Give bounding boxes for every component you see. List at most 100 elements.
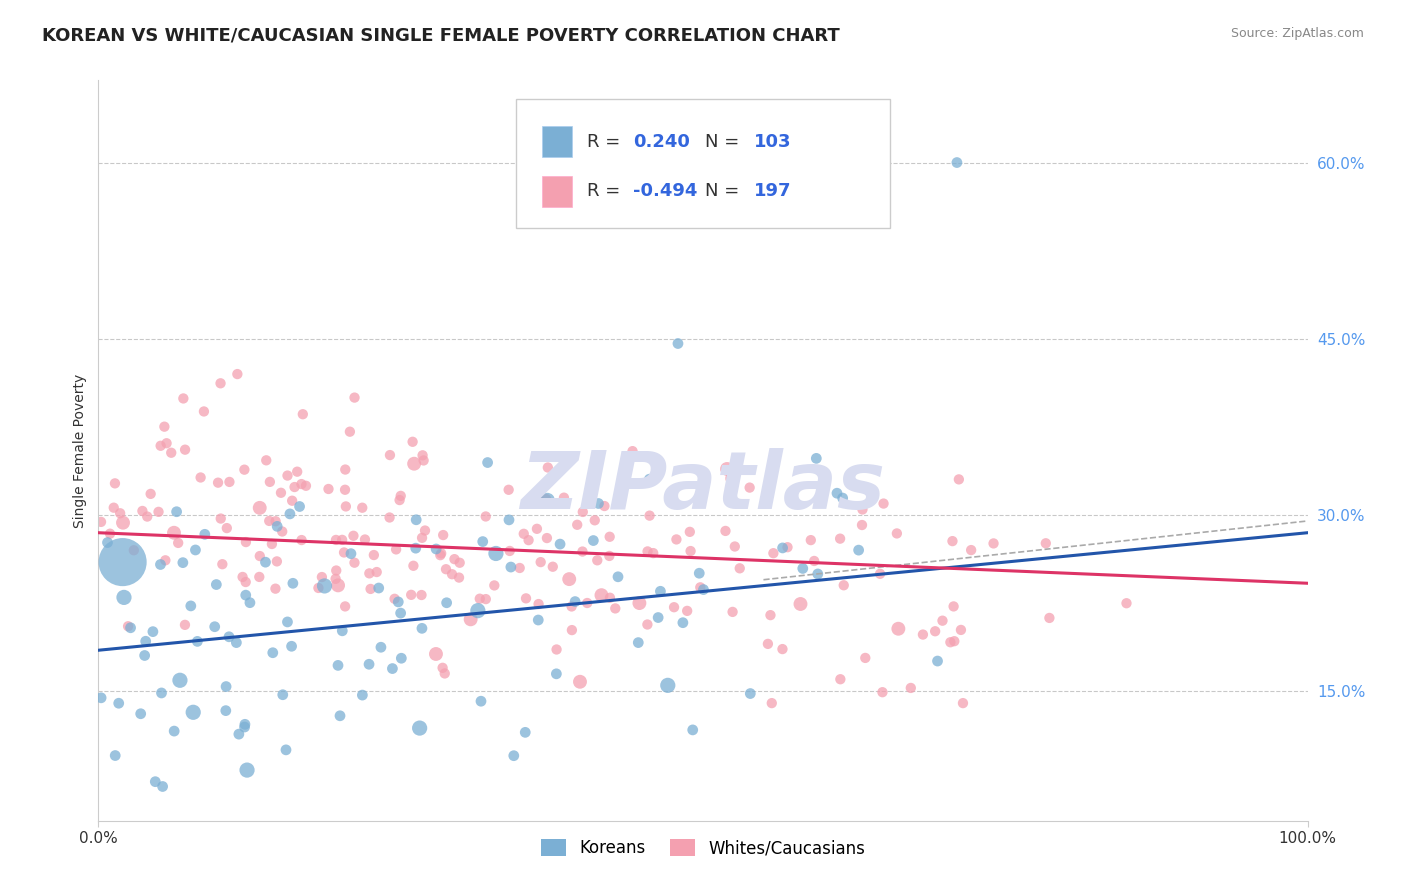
- Point: [360, 582, 382, 596]
- Point: [367, 581, 389, 595]
- Point: [266, 554, 288, 568]
- Text: N =: N =: [706, 133, 745, 151]
- Point: [759, 608, 782, 623]
- Point: [716, 462, 738, 476]
- Point: [499, 544, 522, 558]
- FancyBboxPatch shape: [543, 126, 572, 157]
- Point: [436, 596, 458, 610]
- Point: [388, 493, 411, 508]
- Point: [411, 621, 433, 635]
- Point: [591, 588, 613, 602]
- Point: [588, 496, 610, 510]
- FancyBboxPatch shape: [516, 99, 890, 228]
- Point: [548, 537, 571, 551]
- Point: [599, 530, 621, 544]
- Point: [762, 546, 785, 560]
- Point: [443, 552, 465, 566]
- Point: [405, 513, 427, 527]
- Point: [335, 462, 357, 476]
- Point: [449, 556, 471, 570]
- Point: [207, 475, 229, 490]
- Point: [330, 533, 353, 547]
- Point: [152, 780, 174, 794]
- Y-axis label: Single Female Poverty: Single Female Poverty: [73, 374, 87, 527]
- Point: [264, 582, 287, 596]
- Point: [447, 571, 470, 585]
- Point: [851, 518, 873, 533]
- Point: [513, 526, 536, 541]
- Point: [122, 543, 145, 558]
- Point: [235, 574, 257, 589]
- Point: [408, 721, 430, 735]
- Point: [1115, 596, 1137, 610]
- Point: [104, 476, 127, 491]
- Point: [149, 439, 172, 453]
- Point: [276, 468, 298, 483]
- Point: [389, 606, 412, 620]
- Point: [536, 493, 558, 508]
- Point: [607, 570, 630, 584]
- Point: [665, 533, 688, 547]
- Point: [886, 526, 908, 541]
- Point: [546, 666, 568, 681]
- Point: [357, 657, 380, 672]
- Point: [167, 536, 190, 550]
- Point: [228, 727, 250, 741]
- Point: [264, 514, 287, 528]
- Point: [329, 708, 352, 723]
- Point: [232, 570, 254, 584]
- Point: [643, 546, 665, 560]
- Point: [225, 635, 247, 649]
- Point: [952, 696, 974, 710]
- Point: [90, 515, 112, 529]
- Point: [724, 540, 747, 554]
- Point: [186, 634, 208, 648]
- Point: [148, 505, 170, 519]
- Point: [363, 548, 385, 562]
- Point: [527, 597, 550, 611]
- Point: [536, 531, 558, 545]
- Point: [942, 599, 965, 614]
- Point: [120, 621, 142, 635]
- Text: R =: R =: [586, 133, 626, 151]
- Point: [226, 367, 249, 381]
- Point: [389, 651, 412, 665]
- Point: [280, 640, 302, 654]
- Point: [184, 543, 207, 558]
- Point: [307, 581, 329, 595]
- Point: [561, 599, 583, 614]
- Point: [530, 555, 553, 569]
- Point: [1038, 611, 1060, 625]
- Point: [326, 578, 349, 592]
- Point: [728, 561, 751, 575]
- Point: [761, 696, 783, 710]
- Point: [325, 533, 347, 547]
- Point: [672, 615, 695, 630]
- Point: [285, 465, 308, 479]
- Point: [432, 528, 454, 542]
- Point: [131, 504, 153, 518]
- Point: [211, 558, 233, 572]
- Point: [499, 560, 522, 574]
- Point: [326, 658, 349, 673]
- Point: [553, 491, 575, 505]
- Point: [949, 623, 972, 637]
- Point: [404, 457, 426, 471]
- Point: [399, 588, 422, 602]
- Point: [567, 517, 589, 532]
- Point: [359, 566, 381, 581]
- Point: [800, 533, 823, 548]
- Point: [155, 436, 177, 450]
- Point: [721, 605, 744, 619]
- Point: [666, 336, 689, 351]
- Point: [218, 475, 240, 489]
- Point: [233, 717, 256, 731]
- Point: [291, 407, 314, 421]
- Point: [366, 565, 388, 579]
- Point: [233, 720, 256, 734]
- Point: [215, 521, 238, 535]
- Point: [236, 763, 259, 777]
- Point: [569, 674, 592, 689]
- Point: [333, 599, 356, 614]
- Point: [193, 404, 215, 418]
